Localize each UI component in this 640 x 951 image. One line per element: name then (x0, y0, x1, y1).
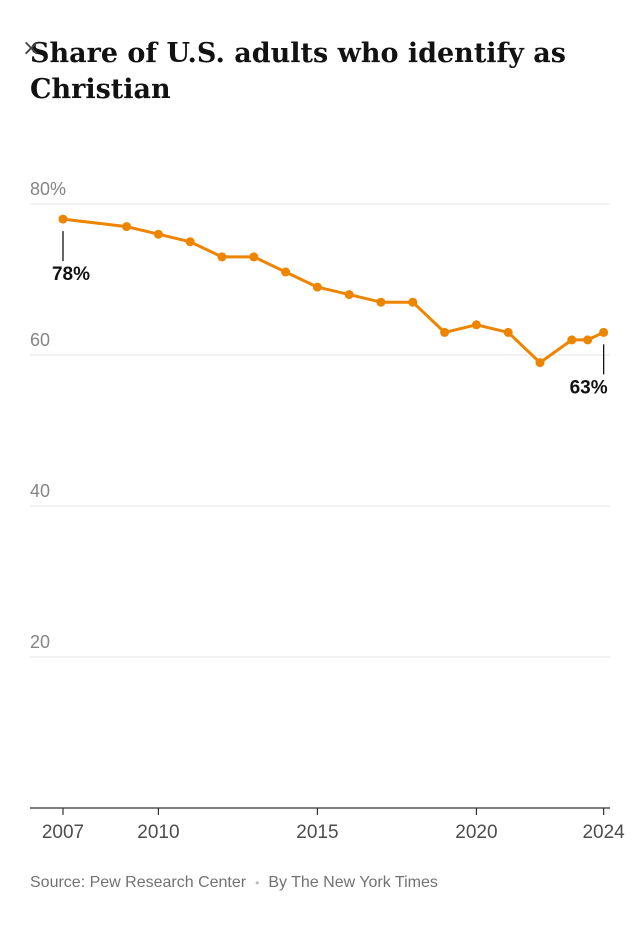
x-tick-label: 2010 (137, 822, 179, 843)
data-point (312, 282, 322, 292)
data-point (408, 297, 418, 307)
trend-line (61, 217, 606, 365)
dot-separator-icon: • (255, 876, 260, 890)
data-point (344, 290, 354, 300)
data-point (153, 229, 163, 239)
page-title: Share of U.S. adults who identify as Chr… (30, 36, 575, 109)
data-point (599, 327, 609, 337)
data-point (122, 222, 132, 232)
x-tick-label: 2015 (296, 822, 338, 843)
data-point (217, 252, 227, 262)
data-point (471, 320, 481, 330)
y-tick-label: 40 (30, 481, 50, 501)
chart-footer: Source: Pew Research Center • By The New… (30, 874, 610, 892)
annotation-label: 78% (52, 264, 90, 285)
x-tick-label: 2024 (582, 822, 625, 843)
close-icon[interactable]: × (22, 36, 41, 61)
x-tick-label: 2020 (455, 822, 497, 843)
data-point (440, 327, 450, 337)
data-point (58, 214, 68, 224)
data-point (185, 237, 195, 247)
data-point (535, 358, 545, 368)
data-point (567, 335, 577, 345)
data-point (376, 297, 386, 307)
annotation-label: 63% (570, 377, 608, 398)
byline: By The New York Times (268, 874, 438, 891)
y-tick-label: 60 (30, 330, 50, 350)
y-tick-label: 20 (30, 632, 50, 652)
chart-svg: 80% 60 40 20 2007 2010 2015 2020 2024 78% 63% (30, 179, 625, 843)
title-line-2: Christian (30, 74, 171, 106)
title-line-1: Share of U.S. adults who identify as (30, 38, 566, 69)
source-credit: Source: Pew Research Center (30, 874, 247, 891)
chart-area: 80% 60 40 20 2007 2010 2015 2020 2024 78% 63% (0, 158, 640, 858)
x-tick-label: 2007 (42, 822, 84, 843)
y-tick-label: 80% (30, 179, 66, 199)
data-point (583, 335, 593, 345)
data-point (249, 252, 259, 262)
data-point (281, 267, 291, 277)
data-point (503, 327, 513, 337)
